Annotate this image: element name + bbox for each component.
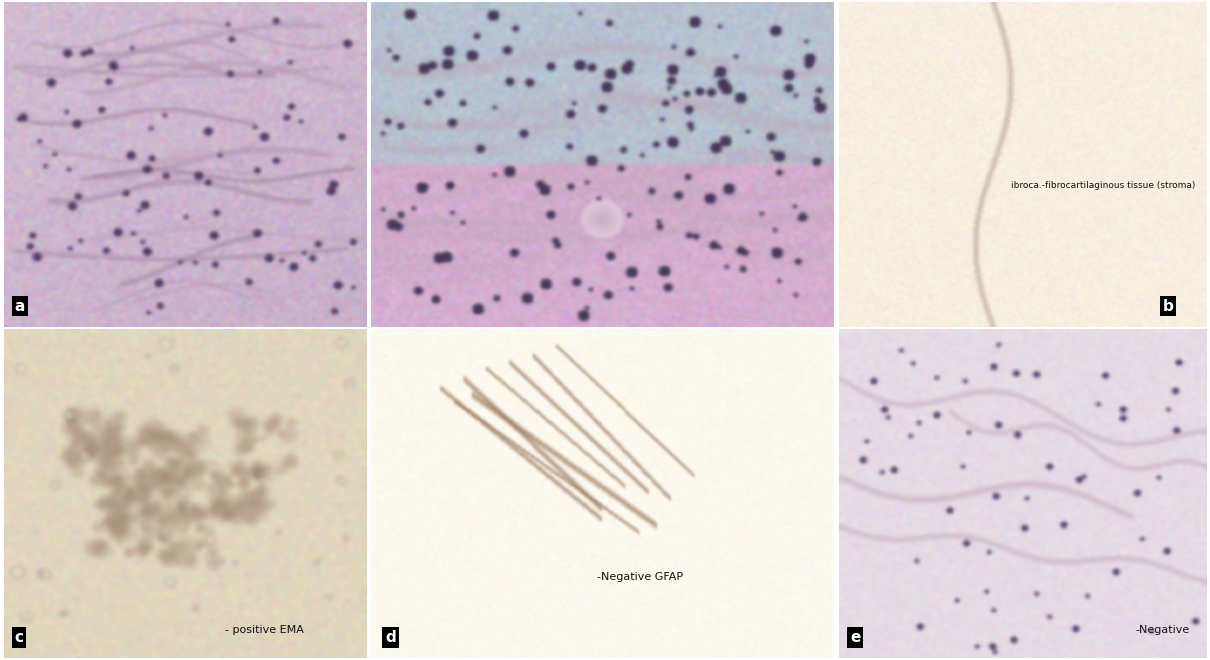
Text: d: d [385, 630, 396, 645]
Text: b: b [1163, 299, 1174, 314]
Text: - positive EMA: - positive EMA [225, 625, 304, 635]
Text: -Negative GFAP: -Negative GFAP [597, 572, 682, 582]
Text: c: c [15, 630, 23, 645]
Text: -Negative: -Negative [1135, 625, 1189, 635]
Text: e: e [851, 630, 860, 645]
Text: a: a [15, 299, 25, 314]
Text: ibroca.-fibrocartilaginous tissue (stroma): ibroca.-fibrocartilaginous tissue (strom… [1012, 182, 1195, 190]
